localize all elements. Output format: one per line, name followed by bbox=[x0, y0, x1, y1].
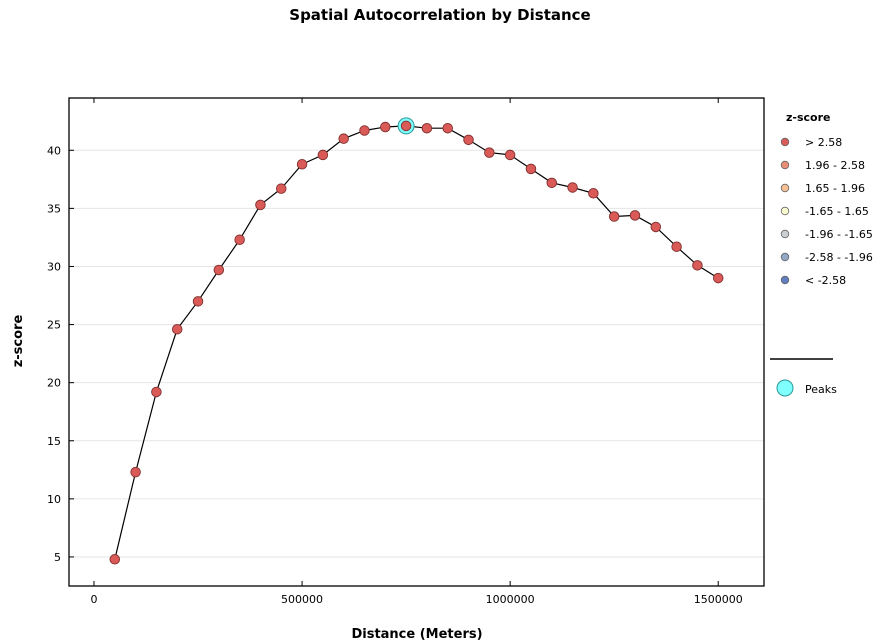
x-tick-label: 500000 bbox=[281, 593, 323, 606]
series-line bbox=[114, 125, 719, 560]
legend-label: 1.65 - 1.96 bbox=[805, 182, 865, 195]
data-point bbox=[629, 210, 641, 221]
tick-layer: 5 10 15 20 25 30 35 40 0 500000 1000000 1500000 bbox=[47, 98, 743, 606]
x-tick-label: 1500000 bbox=[694, 593, 743, 606]
data-point bbox=[109, 554, 121, 565]
grid-layer bbox=[69, 149, 764, 558]
legend-peak-marker bbox=[776, 379, 794, 397]
y-tick-label: 30 bbox=[47, 260, 61, 273]
data-point bbox=[567, 182, 578, 193]
data-point bbox=[525, 163, 537, 175]
legend-title: z-score bbox=[786, 111, 830, 124]
x-tick-label: 1000000 bbox=[486, 593, 535, 606]
data-point bbox=[650, 221, 662, 233]
y-tick-label: 10 bbox=[47, 493, 61, 506]
x-tick-label: 0 bbox=[90, 593, 97, 606]
data-point bbox=[255, 199, 266, 211]
data-point bbox=[171, 323, 183, 335]
legend-marker bbox=[780, 137, 790, 147]
data-point bbox=[380, 121, 391, 133]
legend-marker bbox=[780, 160, 790, 170]
plot-area bbox=[68, 97, 765, 587]
data-point bbox=[692, 260, 703, 271]
data-point bbox=[317, 149, 329, 161]
legend: z-score > 2.58 1.96 - 2.58 1.65 - 1.96 -1.65… bbox=[770, 111, 873, 397]
data-point bbox=[130, 466, 141, 478]
data-point bbox=[712, 272, 724, 284]
y-tick-label: 15 bbox=[47, 435, 61, 448]
data-point bbox=[234, 234, 245, 246]
legend-label: -1.96 - -1.65 bbox=[805, 228, 873, 241]
data-point bbox=[588, 188, 599, 199]
data-point bbox=[546, 177, 558, 189]
legend-label: 1.96 - 2.58 bbox=[805, 159, 865, 172]
data-point bbox=[213, 264, 225, 276]
data-point bbox=[359, 125, 370, 136]
data-point bbox=[442, 122, 453, 134]
legend-label: -2.58 - -1.96 bbox=[805, 251, 873, 264]
series-layer bbox=[109, 117, 724, 565]
data-point bbox=[608, 211, 620, 222]
y-tick-label: 35 bbox=[47, 202, 61, 215]
data-point bbox=[275, 183, 287, 194]
y-tick-label: 5 bbox=[54, 551, 61, 564]
legend-marker bbox=[780, 206, 790, 216]
y-axis-label: z-score bbox=[11, 315, 26, 368]
legend-label: -1.65 - 1.65 bbox=[805, 205, 869, 218]
data-point bbox=[421, 122, 433, 134]
x-axis-label: Distance (Meters) bbox=[351, 627, 482, 642]
data-point bbox=[671, 241, 682, 252]
legend-marker bbox=[780, 183, 790, 193]
legend-peaks-label: Peaks bbox=[805, 383, 837, 396]
legend-marker bbox=[780, 229, 790, 239]
y-tick-label: 20 bbox=[47, 377, 61, 390]
data-point bbox=[400, 120, 412, 132]
data-point bbox=[151, 386, 162, 398]
chart-title: Spatial Autocorrelation by Distance bbox=[289, 6, 590, 24]
legend-marker bbox=[780, 275, 790, 285]
data-point bbox=[463, 134, 474, 146]
data-point bbox=[504, 149, 516, 161]
data-point bbox=[484, 147, 495, 158]
y-tick-label: 25 bbox=[47, 319, 61, 332]
y-tick-label: 40 bbox=[47, 144, 61, 157]
legend-label: < -2.58 bbox=[805, 274, 846, 287]
legend-label: > 2.58 bbox=[805, 136, 842, 149]
data-point bbox=[192, 296, 204, 307]
data-point bbox=[296, 158, 308, 170]
data-point bbox=[338, 133, 349, 144]
legend-marker bbox=[780, 252, 790, 262]
